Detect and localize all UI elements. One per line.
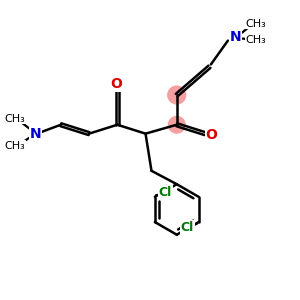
Text: CH₃: CH₃	[245, 35, 266, 45]
Text: O: O	[110, 77, 122, 91]
Text: N: N	[230, 30, 242, 44]
Text: N: N	[30, 127, 41, 141]
Circle shape	[168, 86, 186, 104]
Text: CH₃: CH₃	[4, 140, 25, 151]
Text: Cl: Cl	[159, 186, 172, 199]
Text: Cl: Cl	[181, 221, 194, 234]
Text: CH₃: CH₃	[4, 114, 25, 124]
Text: CH₃: CH₃	[245, 19, 266, 29]
Text: O: O	[206, 128, 218, 142]
Circle shape	[168, 116, 185, 133]
